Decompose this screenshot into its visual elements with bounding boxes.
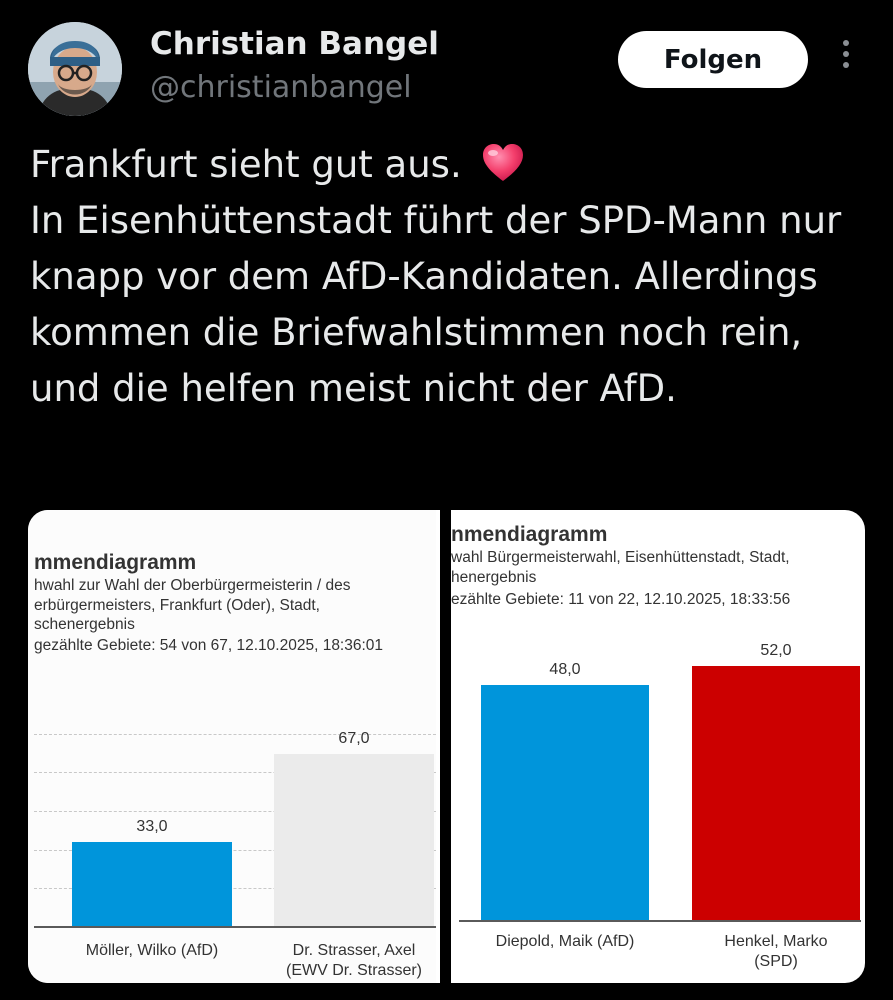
chart-image-frankfurt[interactable]: mmendiagramm hwahl zur Wahl der Oberbürg…	[28, 510, 440, 983]
category-label: Henkel, Marko (SPD)	[662, 932, 865, 972]
bar-value-label: 52,0	[760, 641, 792, 659]
tweet-line-1: Frankfurt sieht gut aus.	[30, 143, 462, 186]
bar	[274, 754, 434, 927]
follow-button[interactable]: Folgen	[618, 31, 808, 88]
bar-value-label: 67,0	[338, 730, 370, 748]
category-label-line: Diepold, Maik (AfD)	[495, 933, 635, 950]
chart-subtitle-line: ezählte Gebiete: 11 von 22, 12.10.2025, …	[451, 591, 791, 608]
category-label-line: (SPD)	[754, 953, 798, 970]
chart-title: mmendiagramm	[34, 551, 197, 574]
chart-subtitle-line: wahl Bürgermeisterwahl, Eisenhüttenstadt…	[451, 549, 790, 566]
gridline	[34, 888, 436, 890]
author-name[interactable]: Christian Bangel	[150, 26, 439, 62]
avatar-image	[28, 22, 122, 116]
bar-value-label: 48,0	[549, 661, 581, 679]
chart-title: nmendiagramm	[451, 523, 608, 546]
category-label-line: (EWV Dr. Strasser)	[285, 962, 422, 979]
chart-image-eisenhuettenstadt[interactable]: nmendiagramm wahl Bürgermeisterwahl, Eis…	[451, 510, 865, 983]
tweet-text: Frankfurt sieht gut aus. In Eisenhüttens…	[30, 137, 870, 417]
chart-subtitle-line: schenergebnis	[34, 616, 135, 633]
category-label: Möller, Wilko (AfD)	[42, 941, 262, 961]
author-handle[interactable]: @christianbangel	[150, 70, 412, 105]
avatar[interactable]	[28, 22, 122, 116]
bar-chart-frankfurt: 33,0 Möller, Wilko (AfD) 67,0 Dr. Strasser,…	[34, 695, 436, 979]
heart-emoji-icon	[483, 144, 524, 181]
bar	[481, 685, 649, 921]
gridline	[34, 772, 436, 774]
gridline	[34, 811, 436, 812]
category-label-line: Henkel, Marko	[724, 933, 828, 950]
chart-subtitle-line: erbürgermeisters, Frankfurt (Oder), Stad…	[34, 597, 320, 614]
bar-value-label: 33,0	[136, 817, 168, 835]
gridline	[34, 733, 436, 735]
x-axis-line	[34, 926, 436, 928]
chart-subtitle-line: gezählte Gebiete: 54 von 67, 12.10.2025,…	[34, 637, 384, 654]
chart-subtitle-line: hwahl zur Wahl der Oberbürgermeisterin /…	[34, 577, 351, 594]
category-label: Dr. Strasser, Axel (EWV Dr. Strasser)	[244, 941, 440, 981]
category-label-line: Möller, Wilko (AfD)	[85, 942, 219, 959]
gridline	[34, 849, 436, 851]
bar-chart-eisenhuettenstadt: 48,0 Diepold, Maik (AfD) 52,0 Henkel, Marko…	[459, 642, 861, 970]
bar	[692, 665, 860, 921]
x-axis-line	[459, 920, 861, 922]
category-label-line: Dr. Strasser, Axel	[292, 942, 416, 959]
more-options-icon[interactable]	[836, 40, 856, 80]
tweet-line-2: In Eisenhüttenstadt führt der SPD-Mann n…	[30, 199, 842, 410]
bar	[72, 841, 232, 927]
tweet-media[interactable]: mmendiagramm hwahl zur Wahl der Oberbürg…	[28, 510, 865, 983]
chart-subtitle-line: henergebnis	[451, 569, 537, 586]
category-label: Diepold, Maik (AfD)	[451, 932, 679, 952]
